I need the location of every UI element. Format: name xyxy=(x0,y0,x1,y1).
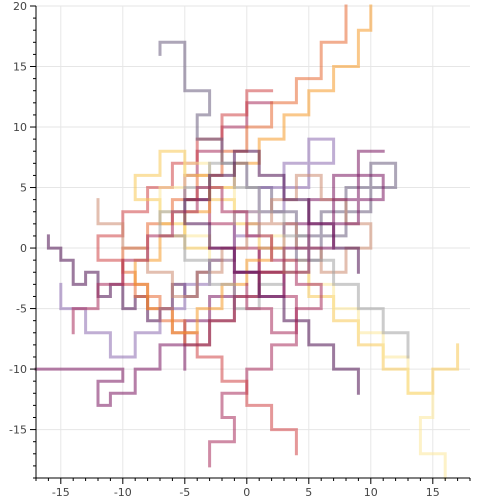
x-tick-label: -5 xyxy=(179,486,190,499)
plot-background xyxy=(36,6,470,478)
y-tick-label: -5 xyxy=(16,303,27,316)
axis-ticks: -15 -10 -5 0 5 10 15 -15 -10 -5 0 5 10 15 20 xyxy=(9,0,471,499)
x-tick-label: 15 xyxy=(426,486,440,499)
walk-series-group xyxy=(34,4,460,480)
y-tick-label: -15 xyxy=(9,424,27,437)
x-tick-label: -15 xyxy=(52,486,70,499)
y-tick-label: -10 xyxy=(9,363,27,376)
walk-series-line xyxy=(183,173,385,371)
y-tick-label: 10 xyxy=(13,121,27,134)
y-tick-label: 0 xyxy=(20,242,27,255)
y-tick-label: 5 xyxy=(20,182,27,195)
x-tick-label: 5 xyxy=(305,486,312,499)
walk-series-line xyxy=(71,186,323,335)
x-tick-label: 10 xyxy=(364,486,378,499)
y-tick-label: 15 xyxy=(13,61,27,74)
y-tick-label: 20 xyxy=(13,0,27,13)
walk-series-line xyxy=(133,149,460,395)
x-tick-label: -10 xyxy=(114,486,132,499)
x-tick-label: 0 xyxy=(243,486,250,499)
